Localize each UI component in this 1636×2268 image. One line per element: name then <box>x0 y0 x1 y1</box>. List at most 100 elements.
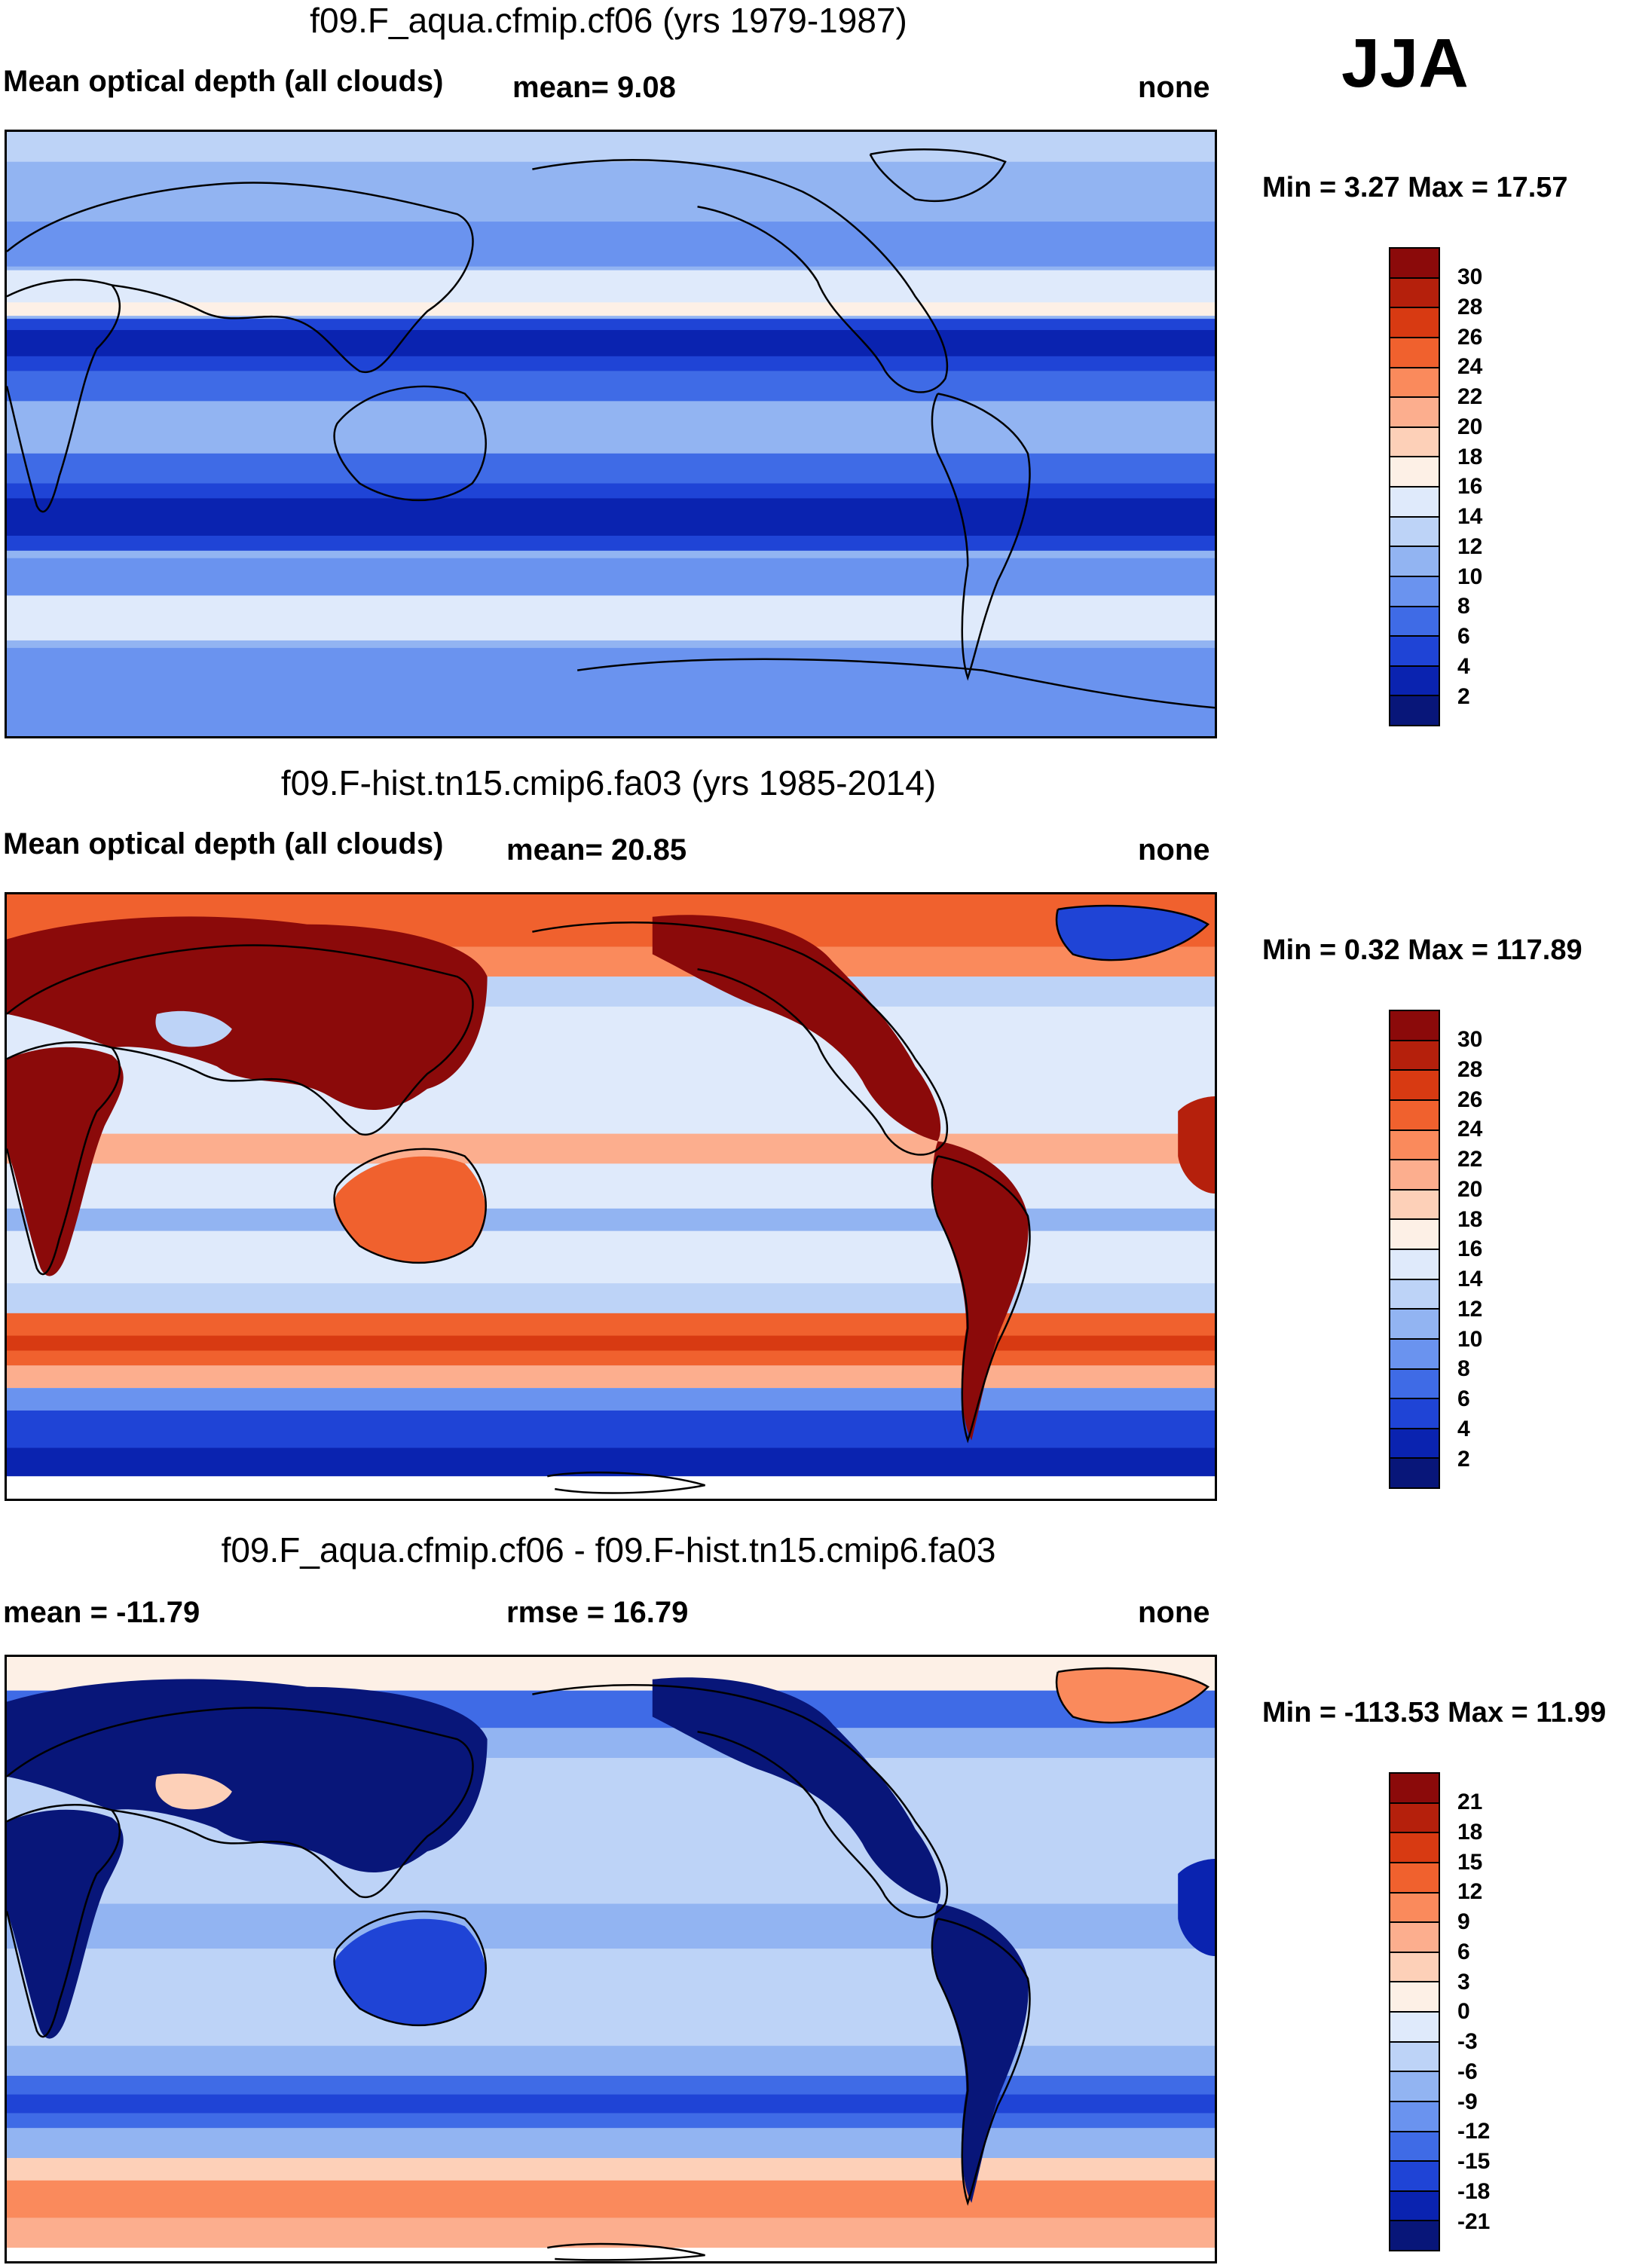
colorbar-segment <box>1390 2221 1439 2250</box>
panel-2-right-label: none <box>1138 833 1210 867</box>
colorbar-tick-label: 24 <box>1457 1117 1483 1142</box>
colorbar-segment <box>1390 1071 1439 1101</box>
colorbar-tick-label: 6 <box>1457 1386 1470 1411</box>
panel-3-left-label: mean = -11.79 <box>3 1596 200 1629</box>
colorbar-segment <box>1390 398 1439 428</box>
colorbar-tick-label: 6 <box>1457 624 1470 649</box>
colorbar-segment <box>1390 457 1439 488</box>
colorbar-segment <box>1390 1863 1439 1894</box>
colorbar-segment <box>1390 2042 1439 2073</box>
colorbar-segment <box>1390 2132 1439 2163</box>
colorbar-tick-label: 21 <box>1457 1790 1483 1814</box>
colorbar-segment <box>1390 637 1439 667</box>
panel-1-left-label: Mean optical depth (all clouds) <box>3 65 444 98</box>
colorbar-tick-label: -12 <box>1457 2119 1491 2144</box>
colorbar-segment <box>1390 1310 1439 1340</box>
colorbar-tick-label: 12 <box>1457 1879 1483 1904</box>
colorbar-tick-label: 28 <box>1457 1057 1483 1082</box>
colorbar-tick-label: 26 <box>1457 325 1483 350</box>
colorbar-tick-label: 4 <box>1457 1417 1470 1441</box>
colorbar-segment <box>1390 1982 1439 2013</box>
colorbar-segment <box>1390 1893 1439 1924</box>
colorbar-tick-label: 2 <box>1457 684 1470 709</box>
colorbar-tick-label: 9 <box>1457 1909 1470 1934</box>
colorbar-tick-label: 3 <box>1457 1970 1470 1994</box>
colorbar-tick-label: 2 <box>1457 1447 1470 1472</box>
colorbar-tick-label: 12 <box>1457 534 1483 559</box>
panel-3-title: f09.F_aqua.cfmip.cf06 - f09.F-hist.tn15.… <box>221 1530 996 1570</box>
colorbar-tick-label: 8 <box>1457 1356 1470 1381</box>
colorbar-segment <box>1390 1459 1439 1487</box>
panel-2-left-label: Mean optical depth (all clouds) <box>3 827 444 860</box>
colorbar-segment <box>1390 278 1439 309</box>
colorbar-tick-label: 10 <box>1457 1327 1483 1352</box>
panel-2-colorbar <box>1389 1010 1440 1489</box>
colorbar-segment <box>1390 2162 1439 2192</box>
colorbar-tick-label: 20 <box>1457 1177 1483 1202</box>
colorbar-tick-label: 18 <box>1457 1207 1483 1232</box>
colorbar-tick-label: 18 <box>1457 445 1483 469</box>
panel-1-right-label: none <box>1138 71 1210 104</box>
colorbar-segment <box>1390 1250 1439 1280</box>
colorbar-segment <box>1390 1923 1439 1953</box>
colorbar-segment <box>1390 427 1439 458</box>
panel-3-right-label: none <box>1138 1596 1210 1629</box>
colorbar-tick-label: 22 <box>1457 1147 1483 1172</box>
colorbar-tick-label: 15 <box>1457 1850 1483 1875</box>
panel-2-minmax: Min = 0.32 Max = 117.89 <box>1262 934 1582 966</box>
colorbar-tick-label: -18 <box>1457 2179 1491 2204</box>
colorbar-segment <box>1390 1369 1439 1400</box>
colorbar-segment <box>1390 368 1439 399</box>
colorbar-segment <box>1390 666 1439 697</box>
colorbar-segment <box>1390 1833 1439 1863</box>
panel-2-title: f09.F-hist.tn15.cmip6.fa03 (yrs 1985-201… <box>280 763 937 802</box>
colorbar-tick-label: 4 <box>1457 654 1470 679</box>
colorbar-segment <box>1390 1041 1439 1071</box>
colorbar-segment <box>1390 607 1439 637</box>
panel-1-map <box>5 130 1217 738</box>
colorbar-segment <box>1390 1011 1439 1041</box>
colorbar-segment <box>1390 1774 1439 1804</box>
panel-3-map-svg <box>7 1657 1215 2261</box>
colorbar-segment <box>1390 517 1439 548</box>
panel-2-stat-label: mean= 20.85 <box>506 833 687 867</box>
colorbar-segment <box>1390 488 1439 518</box>
colorbar-segment <box>1390 576 1439 607</box>
colorbar-segment <box>1390 547 1439 577</box>
colorbar-tick-label: 8 <box>1457 594 1470 619</box>
colorbar-tick-label: -9 <box>1457 2089 1478 2114</box>
season-label: JJA <box>1341 25 1469 102</box>
colorbar-segment <box>1390 2013 1439 2043</box>
colorbar-segment <box>1390 2072 1439 2102</box>
colorbar-segment <box>1390 1100 1439 1131</box>
colorbar-segment <box>1390 1130 1439 1161</box>
colorbar-tick-label: 22 <box>1457 384 1483 409</box>
panel-3-minmax: Min = -113.53 Max = 11.99 <box>1262 1697 1607 1729</box>
colorbar-segment <box>1390 1399 1439 1429</box>
panel-2-map <box>5 892 1217 1501</box>
colorbar-segment <box>1390 1429 1439 1460</box>
colorbar-segment <box>1390 1952 1439 1983</box>
colorbar-segment <box>1390 249 1439 279</box>
colorbar-tick-label: 28 <box>1457 295 1483 319</box>
colorbar-segment <box>1390 1803 1439 1834</box>
colorbar-segment <box>1390 2101 1439 2132</box>
colorbar-tick-label: -3 <box>1457 2029 1478 2054</box>
colorbar-tick-label: 30 <box>1457 264 1483 289</box>
panel-1-title: f09.F_aqua.cfmip.cf06 (yrs 1979-1987) <box>310 1 907 40</box>
colorbar-tick-label: -6 <box>1457 2059 1478 2084</box>
colorbar-segment <box>1390 1220 1439 1250</box>
panel-1-map-svg <box>7 132 1215 736</box>
panel-1-stat-label: mean= 9.08 <box>512 71 676 104</box>
colorbar-tick-label: -15 <box>1457 2149 1491 2174</box>
panel-3-map <box>5 1655 1217 2263</box>
panel-3-colorbar <box>1389 1772 1440 2251</box>
colorbar-tick-label: 30 <box>1457 1027 1483 1052</box>
colorbar-tick-label: 6 <box>1457 1939 1470 1964</box>
panel-1-colorbar <box>1389 247 1440 726</box>
colorbar-tick-label: 20 <box>1457 414 1483 439</box>
colorbar-tick-label: 14 <box>1457 504 1483 529</box>
colorbar-segment <box>1390 308 1439 338</box>
panel-1-minmax: Min = 3.27 Max = 17.57 <box>1262 172 1568 203</box>
colorbar-segment <box>1390 2191 1439 2222</box>
